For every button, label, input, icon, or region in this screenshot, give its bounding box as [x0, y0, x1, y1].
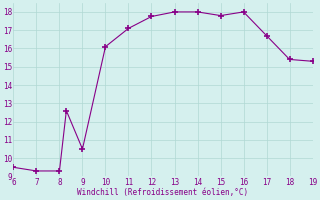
X-axis label: Windchill (Refroidissement éolien,°C): Windchill (Refroidissement éolien,°C) [77, 188, 249, 197]
